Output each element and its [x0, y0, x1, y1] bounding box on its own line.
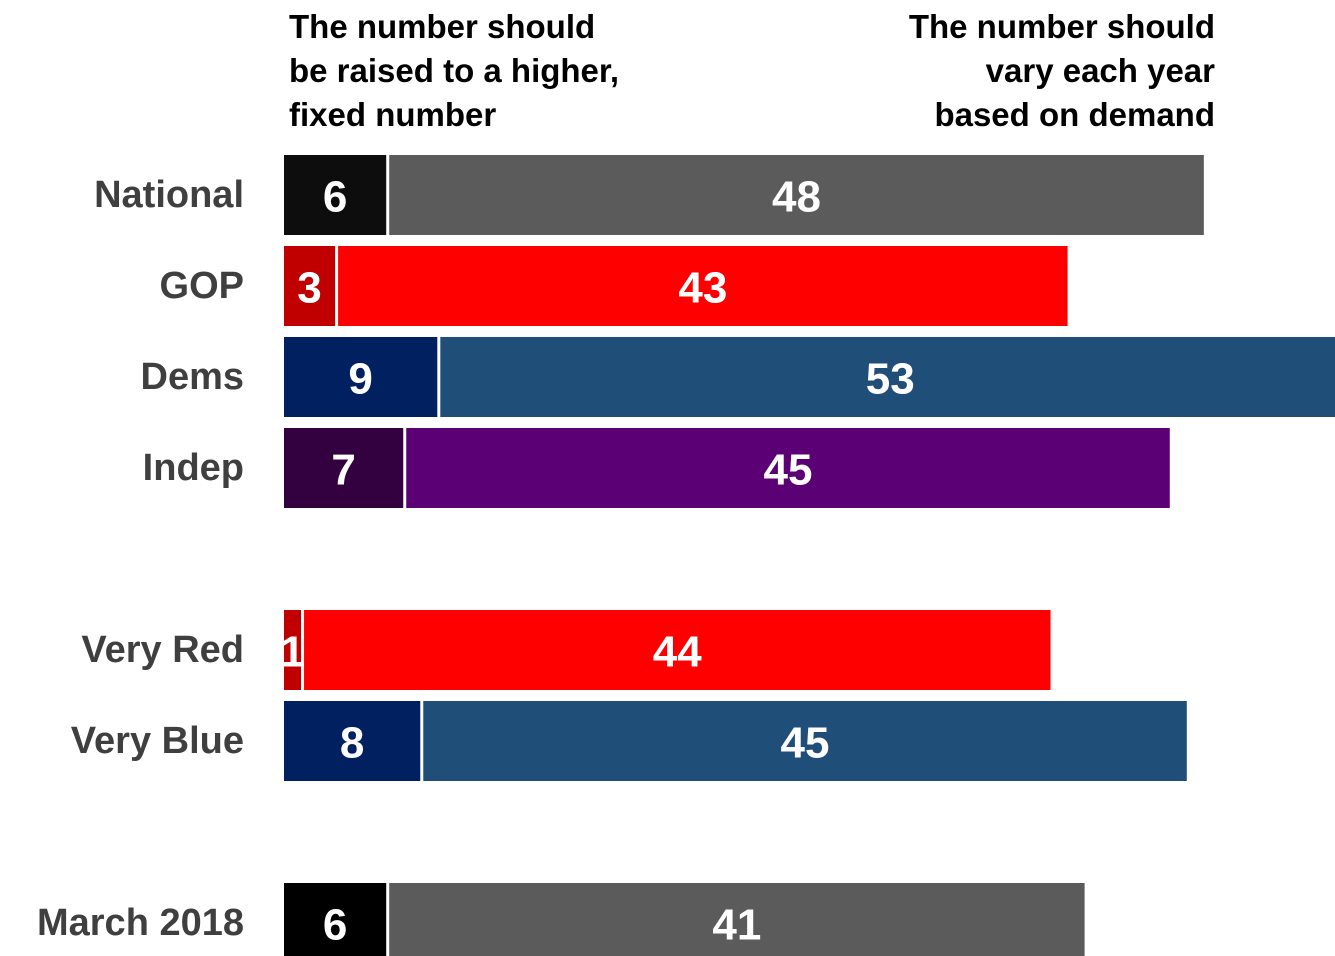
bar-indep-series-1 [284, 428, 404, 508]
value-label-indep-series-1: 7 [331, 446, 355, 495]
bar-indep-series-2 [406, 428, 1170, 508]
bar-very-red-series-2 [304, 610, 1051, 690]
row-label-gop: GOP [160, 265, 244, 307]
bar-gop-series-2 [338, 246, 1068, 326]
row-label-dems: Dems [141, 356, 245, 398]
bar-march-2018-series-2 [389, 883, 1085, 956]
legend-series-fixed-line-1: The number should [289, 8, 596, 45]
legend-series-vary: The number should vary each year based o… [795, 5, 1215, 137]
row-label-national: National [94, 174, 244, 216]
row-label-indep: Indep [143, 447, 244, 489]
value-label-very-red-series-2: 44 [653, 628, 702, 677]
bar-dems-series-1 [284, 337, 438, 417]
value-label-dems-series-2: 53 [866, 355, 915, 404]
bar-very-red-series-1 [284, 610, 302, 690]
bar-national-series-1 [284, 155, 387, 235]
value-label-dems-series-1: 9 [348, 355, 372, 404]
legend-series-fixed-line-2: be raised to a higher, [289, 52, 620, 89]
value-label-march-2018-series-2: 41 [712, 901, 761, 950]
value-label-gop-series-2: 43 [678, 264, 727, 313]
row-label-very-blue: Very Blue [71, 720, 244, 762]
row-label-march-2018: March 2018 [37, 902, 244, 944]
value-label-very-red-series-1: 1 [280, 628, 304, 677]
value-label-march-2018-series-1: 6 [323, 901, 347, 950]
legend-series-vary-line-1: The number should [908, 8, 1215, 45]
row-label-very-red: Very Red [81, 629, 244, 671]
value-label-very-blue-series-2: 45 [781, 719, 830, 768]
bar-dems-series-2 [440, 337, 1335, 417]
legend-series-vary-line-3: based on demand [934, 96, 1215, 133]
legend-series-fixed: The number should be raised to a higher,… [289, 5, 709, 137]
value-label-very-blue-series-1: 8 [340, 719, 364, 768]
bar-march-2018-series-1 [284, 883, 387, 956]
bar-very-blue-series-1 [284, 701, 421, 781]
value-label-national-series-2: 48 [772, 173, 821, 222]
value-label-national-series-1: 6 [323, 173, 347, 222]
bar-national-series-2 [389, 155, 1204, 235]
legend-series-vary-line-2: vary each year [985, 52, 1215, 89]
legend-series-fixed-line-3: fixed number [289, 96, 497, 133]
value-label-gop-series-1: 3 [297, 264, 321, 313]
bar-very-blue-series-2 [423, 701, 1187, 781]
value-label-indep-series-2: 45 [764, 446, 813, 495]
bar-gop-series-1 [284, 246, 336, 326]
